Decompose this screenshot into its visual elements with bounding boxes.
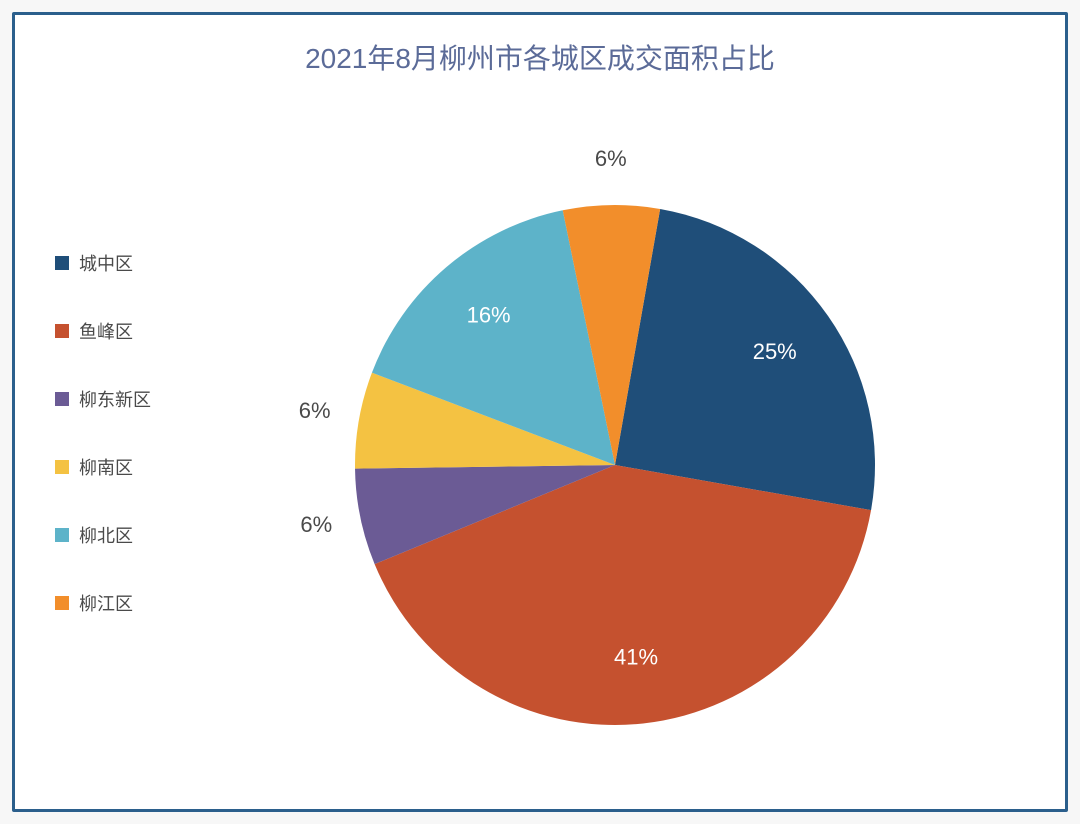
legend: 城中区鱼峰区柳东新区柳南区柳北区柳江区 [55, 250, 151, 616]
pie-slice-label: 6% [595, 146, 627, 171]
legend-item: 鱼峰区 [55, 318, 151, 344]
legend-swatch [55, 596, 69, 610]
pie-slice [615, 209, 875, 510]
legend-swatch [55, 460, 69, 474]
legend-label: 柳江区 [79, 590, 133, 616]
chart-title: 2021年8月柳州市各城区成交面积占比 [15, 37, 1065, 77]
legend-label: 城中区 [79, 250, 133, 276]
legend-item: 城中区 [55, 250, 151, 276]
pie-slice-label: 25% [753, 339, 797, 364]
legend-swatch [55, 392, 69, 406]
legend-item: 柳东新区 [55, 386, 151, 412]
legend-label: 鱼峰区 [79, 318, 133, 344]
pie-chart: 25%41%6%6%16%6% [315, 165, 915, 765]
pie-slice-label: 16% [467, 302, 511, 327]
pie-slice-label: 6% [300, 512, 332, 537]
legend-label: 柳东新区 [79, 386, 151, 412]
legend-label: 柳南区 [79, 454, 133, 480]
legend-item: 柳南区 [55, 454, 151, 480]
legend-swatch [55, 528, 69, 542]
pie-slice-label: 41% [614, 645, 658, 670]
pie-slice-label: 6% [299, 398, 331, 423]
legend-item: 柳江区 [55, 590, 151, 616]
legend-swatch [55, 324, 69, 338]
chart-frame: 2021年8月柳州市各城区成交面积占比 城中区鱼峰区柳东新区柳南区柳北区柳江区 … [12, 12, 1068, 812]
legend-label: 柳北区 [79, 522, 133, 548]
legend-swatch [55, 256, 69, 270]
legend-item: 柳北区 [55, 522, 151, 548]
